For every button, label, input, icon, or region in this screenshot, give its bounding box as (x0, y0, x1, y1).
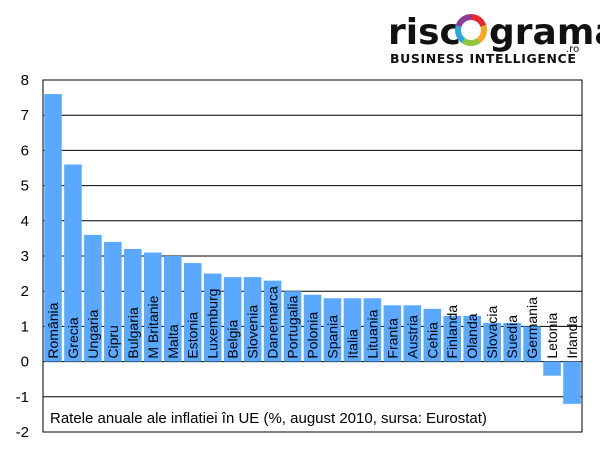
bar (383, 305, 402, 362)
riscograma-logo[interactable]: risc grama .ro BUSINESS INTELLIGENCE (388, 12, 600, 66)
logo-tagline: BUSINESS INTELLIGENCE (390, 51, 576, 66)
bar (343, 298, 362, 362)
bars (44, 94, 581, 404)
bar (363, 298, 382, 362)
y-tick-label: 6 (21, 142, 29, 159)
bar (423, 308, 442, 362)
bar (283, 291, 302, 362)
logo-ring-segment (455, 25, 466, 43)
category-label: Finlanda (444, 305, 460, 359)
category-label: Portugalia (285, 295, 301, 358)
bar (503, 322, 521, 362)
bar (303, 294, 322, 362)
bar (84, 234, 102, 362)
category-label: Suedia (504, 315, 520, 359)
category-label: Luxemburg (205, 289, 221, 359)
category-label: Slovenia (245, 305, 261, 359)
y-tick-label: -1 (16, 389, 29, 406)
category-label: Franta (384, 318, 400, 359)
category-label: Estonia (185, 312, 201, 359)
logo-ring-segment (476, 25, 487, 43)
category-labels: România Grecia Ungaria Cipru Bulgaria M Brita… (45, 286, 580, 359)
gridlines (43, 79, 582, 433)
y-tick-label: -2 (16, 424, 29, 441)
category-label: Lituania (364, 309, 380, 358)
y-tick-label: 8 (21, 72, 29, 89)
bar (443, 315, 462, 362)
category-label: Ungaria (85, 309, 101, 358)
category-label: Olanda (464, 313, 480, 358)
category-label: Grecia (65, 317, 81, 358)
y-axis-ticks: 8 7 6 5 4 3 2 1 0 -1 -2 (16, 72, 29, 441)
plot-area: România Grecia Ungaria Cipru Bulgaria M Brita… (16, 72, 583, 441)
bar (523, 326, 541, 362)
y-tick-label: 2 (21, 283, 29, 300)
bar (483, 322, 501, 362)
bar (163, 256, 182, 362)
bar (183, 263, 202, 362)
category-label: Danemarca (265, 286, 281, 359)
category-label: Belgia (225, 319, 241, 358)
logo-text-left: risc (388, 12, 461, 53)
bar (543, 361, 561, 376)
category-label: M Britanie (145, 295, 161, 358)
bar (223, 277, 242, 362)
category-label: Slovacia (484, 305, 500, 358)
category-label: Bulgaria (125, 307, 141, 359)
y-tick-label: 7 (21, 107, 29, 124)
category-label: Irlanda (564, 316, 580, 359)
category-label: Cehia (424, 322, 440, 359)
bar (243, 277, 262, 362)
bar (403, 305, 422, 362)
category-label: Austria (404, 315, 420, 359)
y-tick-label: 0 (21, 354, 29, 371)
bar (104, 241, 122, 362)
caption-box (45, 404, 578, 431)
logo-ring-segment (470, 14, 487, 28)
plot-frame (42, 79, 583, 433)
category-label: Italia (344, 329, 360, 359)
bar (144, 252, 162, 362)
y-tick-label: 5 (21, 178, 29, 195)
logo-suffix: .ro (566, 44, 579, 55)
logo-ring-segment (461, 37, 481, 46)
category-label: România (45, 302, 61, 358)
bar (463, 315, 481, 362)
logo-ring-segment (455, 14, 472, 28)
bar (203, 273, 222, 362)
category-label: Malta (165, 324, 181, 358)
category-label: Polonia (305, 312, 321, 359)
y-tick-label: 4 (21, 213, 29, 230)
category-label: Cipru (105, 325, 121, 358)
bar (563, 361, 581, 404)
category-label: Spania (324, 315, 340, 359)
bar (263, 280, 282, 362)
bar (323, 298, 342, 362)
logo-text-right: grama (489, 12, 600, 53)
y-tick-label: 3 (21, 248, 29, 265)
bar (124, 248, 142, 362)
y-tick-label: 1 (21, 318, 29, 335)
logo-ring-icon (455, 14, 487, 46)
category-label: Germania (524, 297, 540, 359)
category-label: Letonia (544, 312, 560, 358)
bar (44, 94, 62, 362)
chart-caption: Ratele anuale ale inflatiei în UE (%, au… (50, 410, 487, 427)
bar (64, 164, 82, 362)
